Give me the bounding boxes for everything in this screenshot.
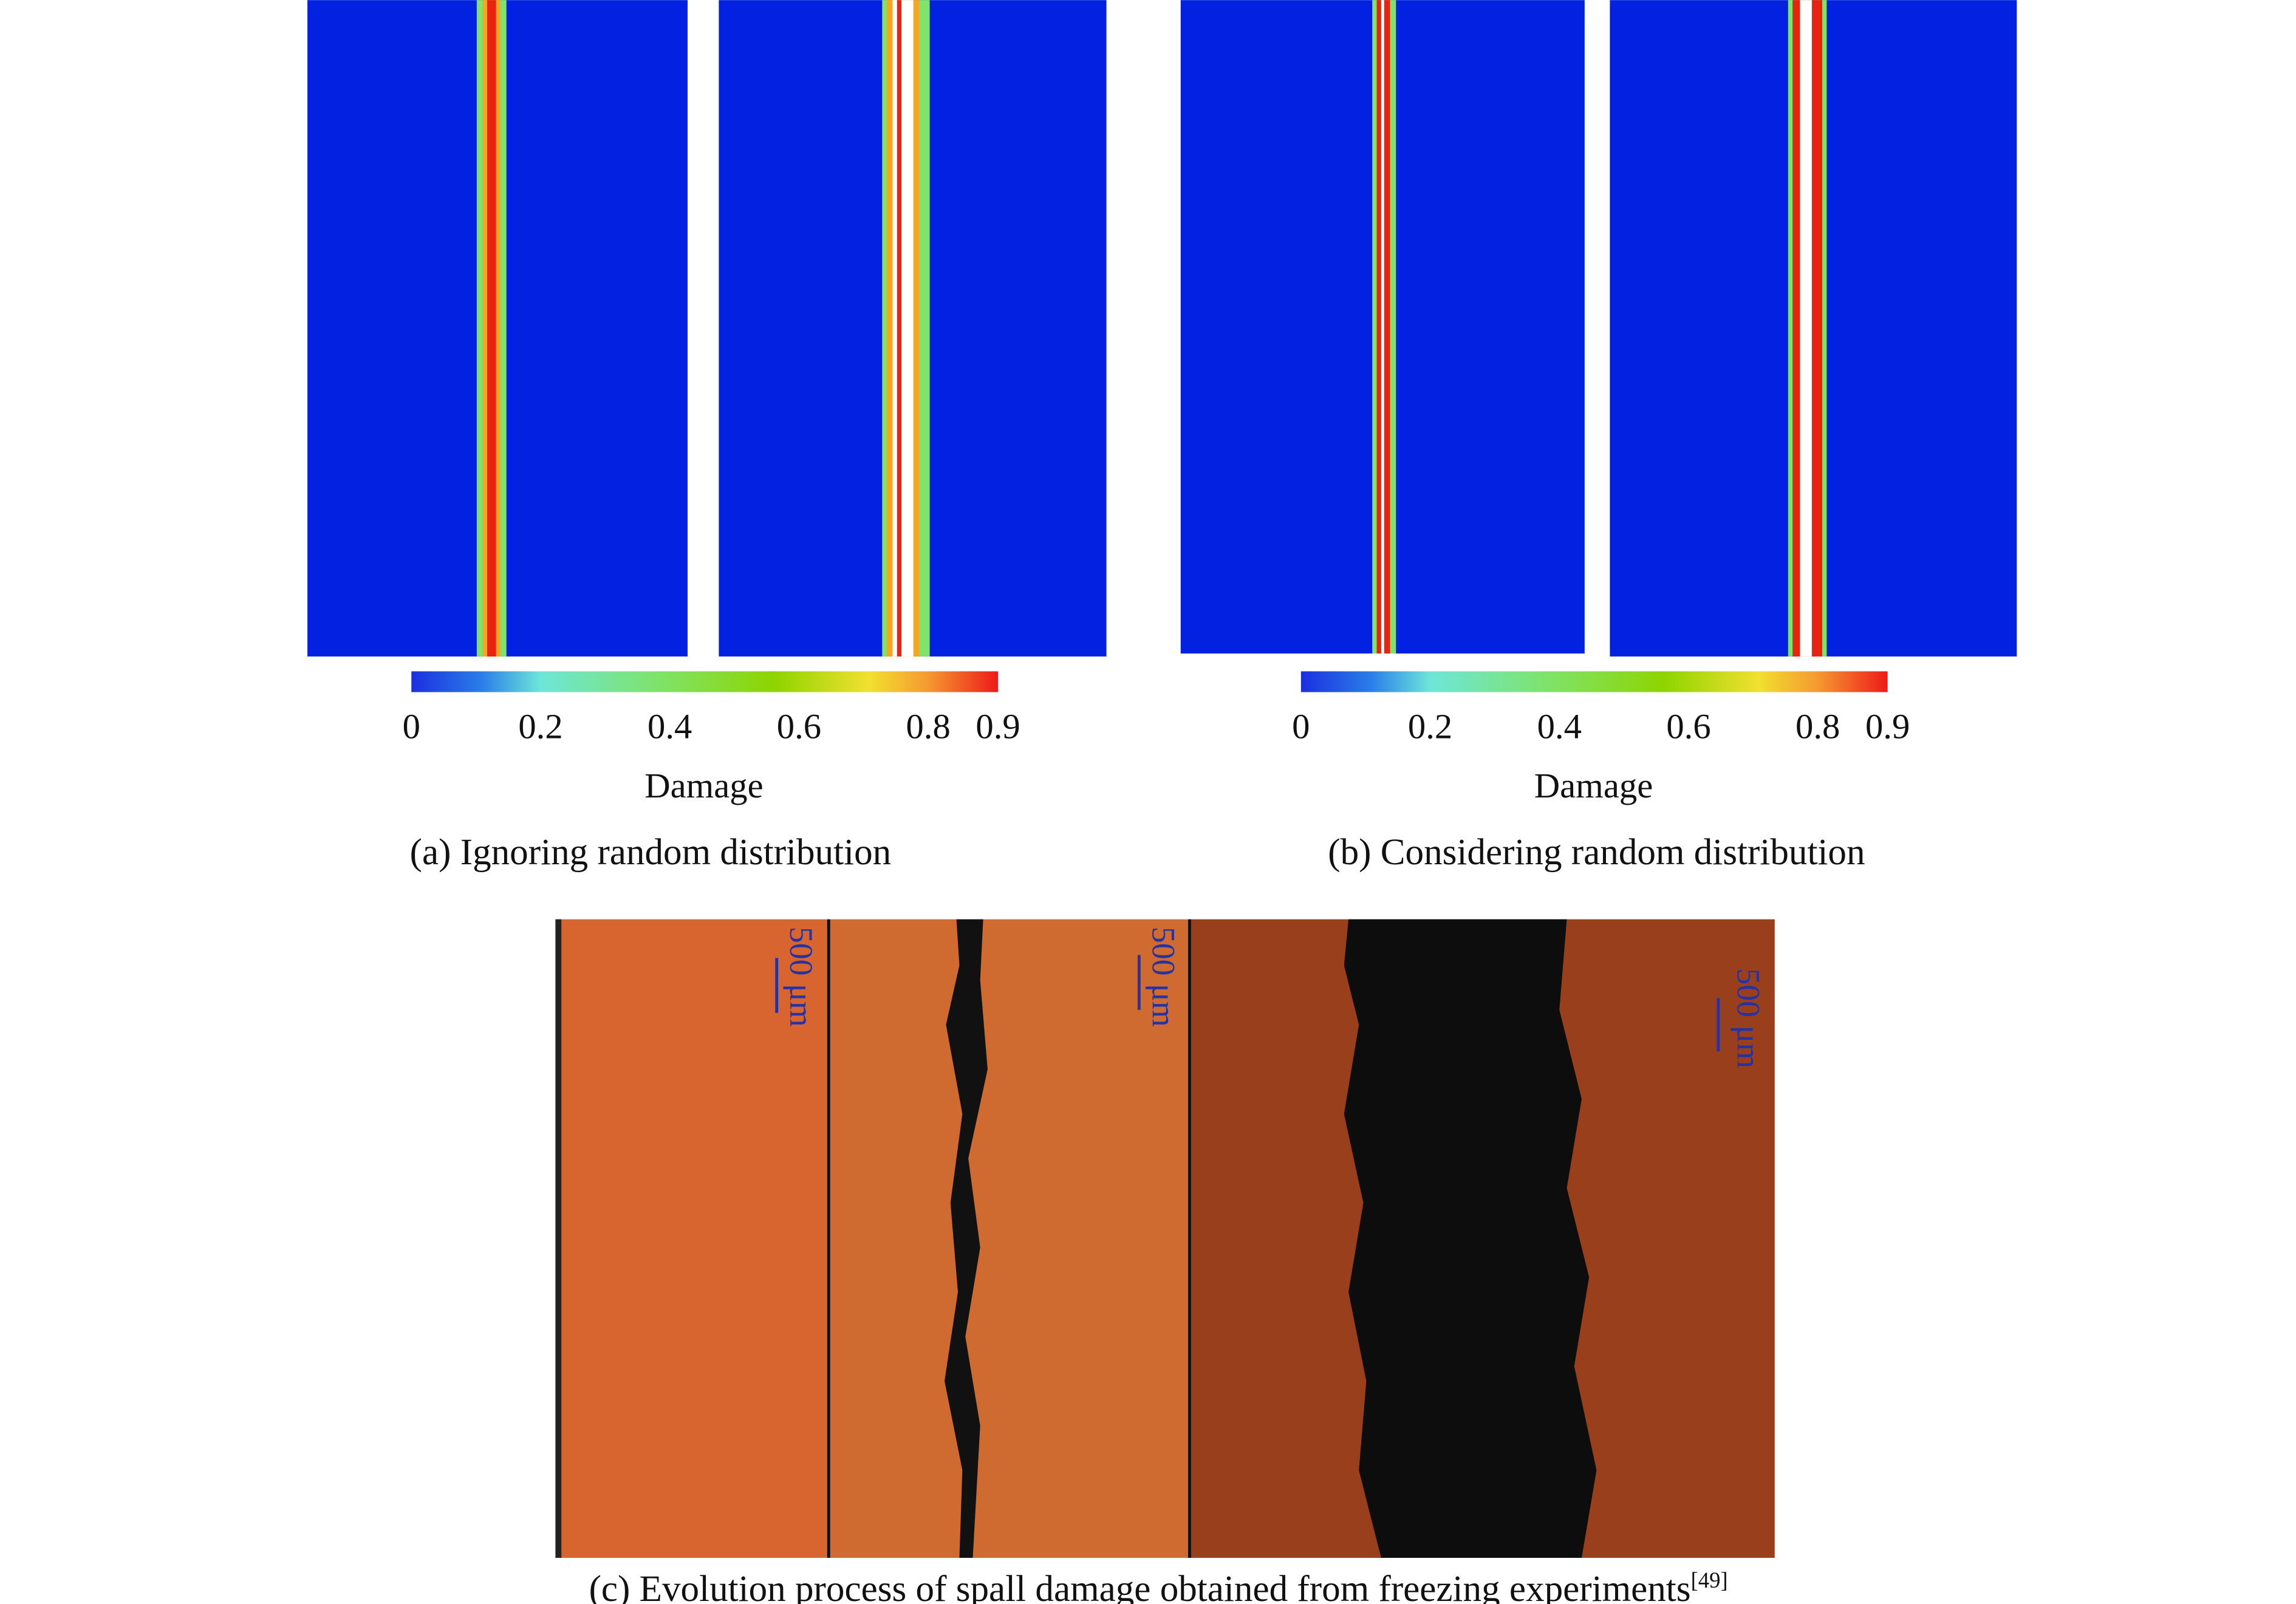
photo: [829, 919, 1190, 1558]
colorbar-tick: 0: [403, 706, 420, 746]
damage-band: [1381, 0, 1384, 654]
scale-label: 500 μm: [783, 927, 819, 1027]
panel-b: 0 0.2 0.4 0.6 0.8 0.9 Damage (b) Conside…: [1180, 0, 2017, 873]
colorbar-tick: 0.4: [647, 706, 692, 746]
colorbar-label: Damage: [1534, 766, 1653, 805]
damage-band: [1800, 0, 1812, 657]
colorbar-tick: 0.8: [906, 706, 950, 746]
colorbar-tick: 0.6: [1666, 706, 1710, 746]
caption: (c) Evolution process of spall damage ob…: [589, 1568, 1728, 1604]
caption: (b) Considering random distribution: [1328, 832, 1865, 873]
scale-label: 500 μm: [1731, 968, 1767, 1068]
damage-band: [487, 0, 496, 657]
scale-label: 500 μm: [1145, 927, 1181, 1027]
damage-band: [892, 0, 914, 657]
colorbar-tick: 0: [1292, 706, 1310, 746]
colorbar-tick: 0.2: [518, 706, 562, 746]
colorbar-tick: 0.2: [1408, 706, 1452, 746]
colorbar: [411, 671, 999, 692]
caption-text: (c) Evolution process of spall damage ob…: [589, 1569, 1691, 1604]
damage-band: [897, 0, 902, 657]
panel-a: 0 0.2 0.4 0.6 0.8 0.9 Damage (a) Ignorin…: [307, 0, 1107, 873]
photo: [555, 919, 829, 1558]
photo-edge: [555, 919, 562, 1558]
colorbar-tick: 0.6: [777, 706, 821, 746]
spall-crack: [945, 919, 988, 1558]
colorbar-label: Damage: [644, 766, 763, 805]
colorbar-tick: 0.9: [975, 706, 1020, 746]
spall-crack: [1344, 919, 1597, 1558]
citation: [49]: [1691, 1568, 1728, 1592]
colorbar-tick: 0.8: [1795, 706, 1840, 746]
colorbar: [1300, 671, 1888, 692]
panel-c: 500 μm 500 μm 500 μm (c) Evolution proce…: [555, 919, 1775, 1604]
caption: (a) Ignoring random distribution: [410, 832, 892, 873]
colorbar-tick: 0.4: [1537, 706, 1582, 746]
colorbar-tick: 0.9: [1865, 706, 1910, 746]
